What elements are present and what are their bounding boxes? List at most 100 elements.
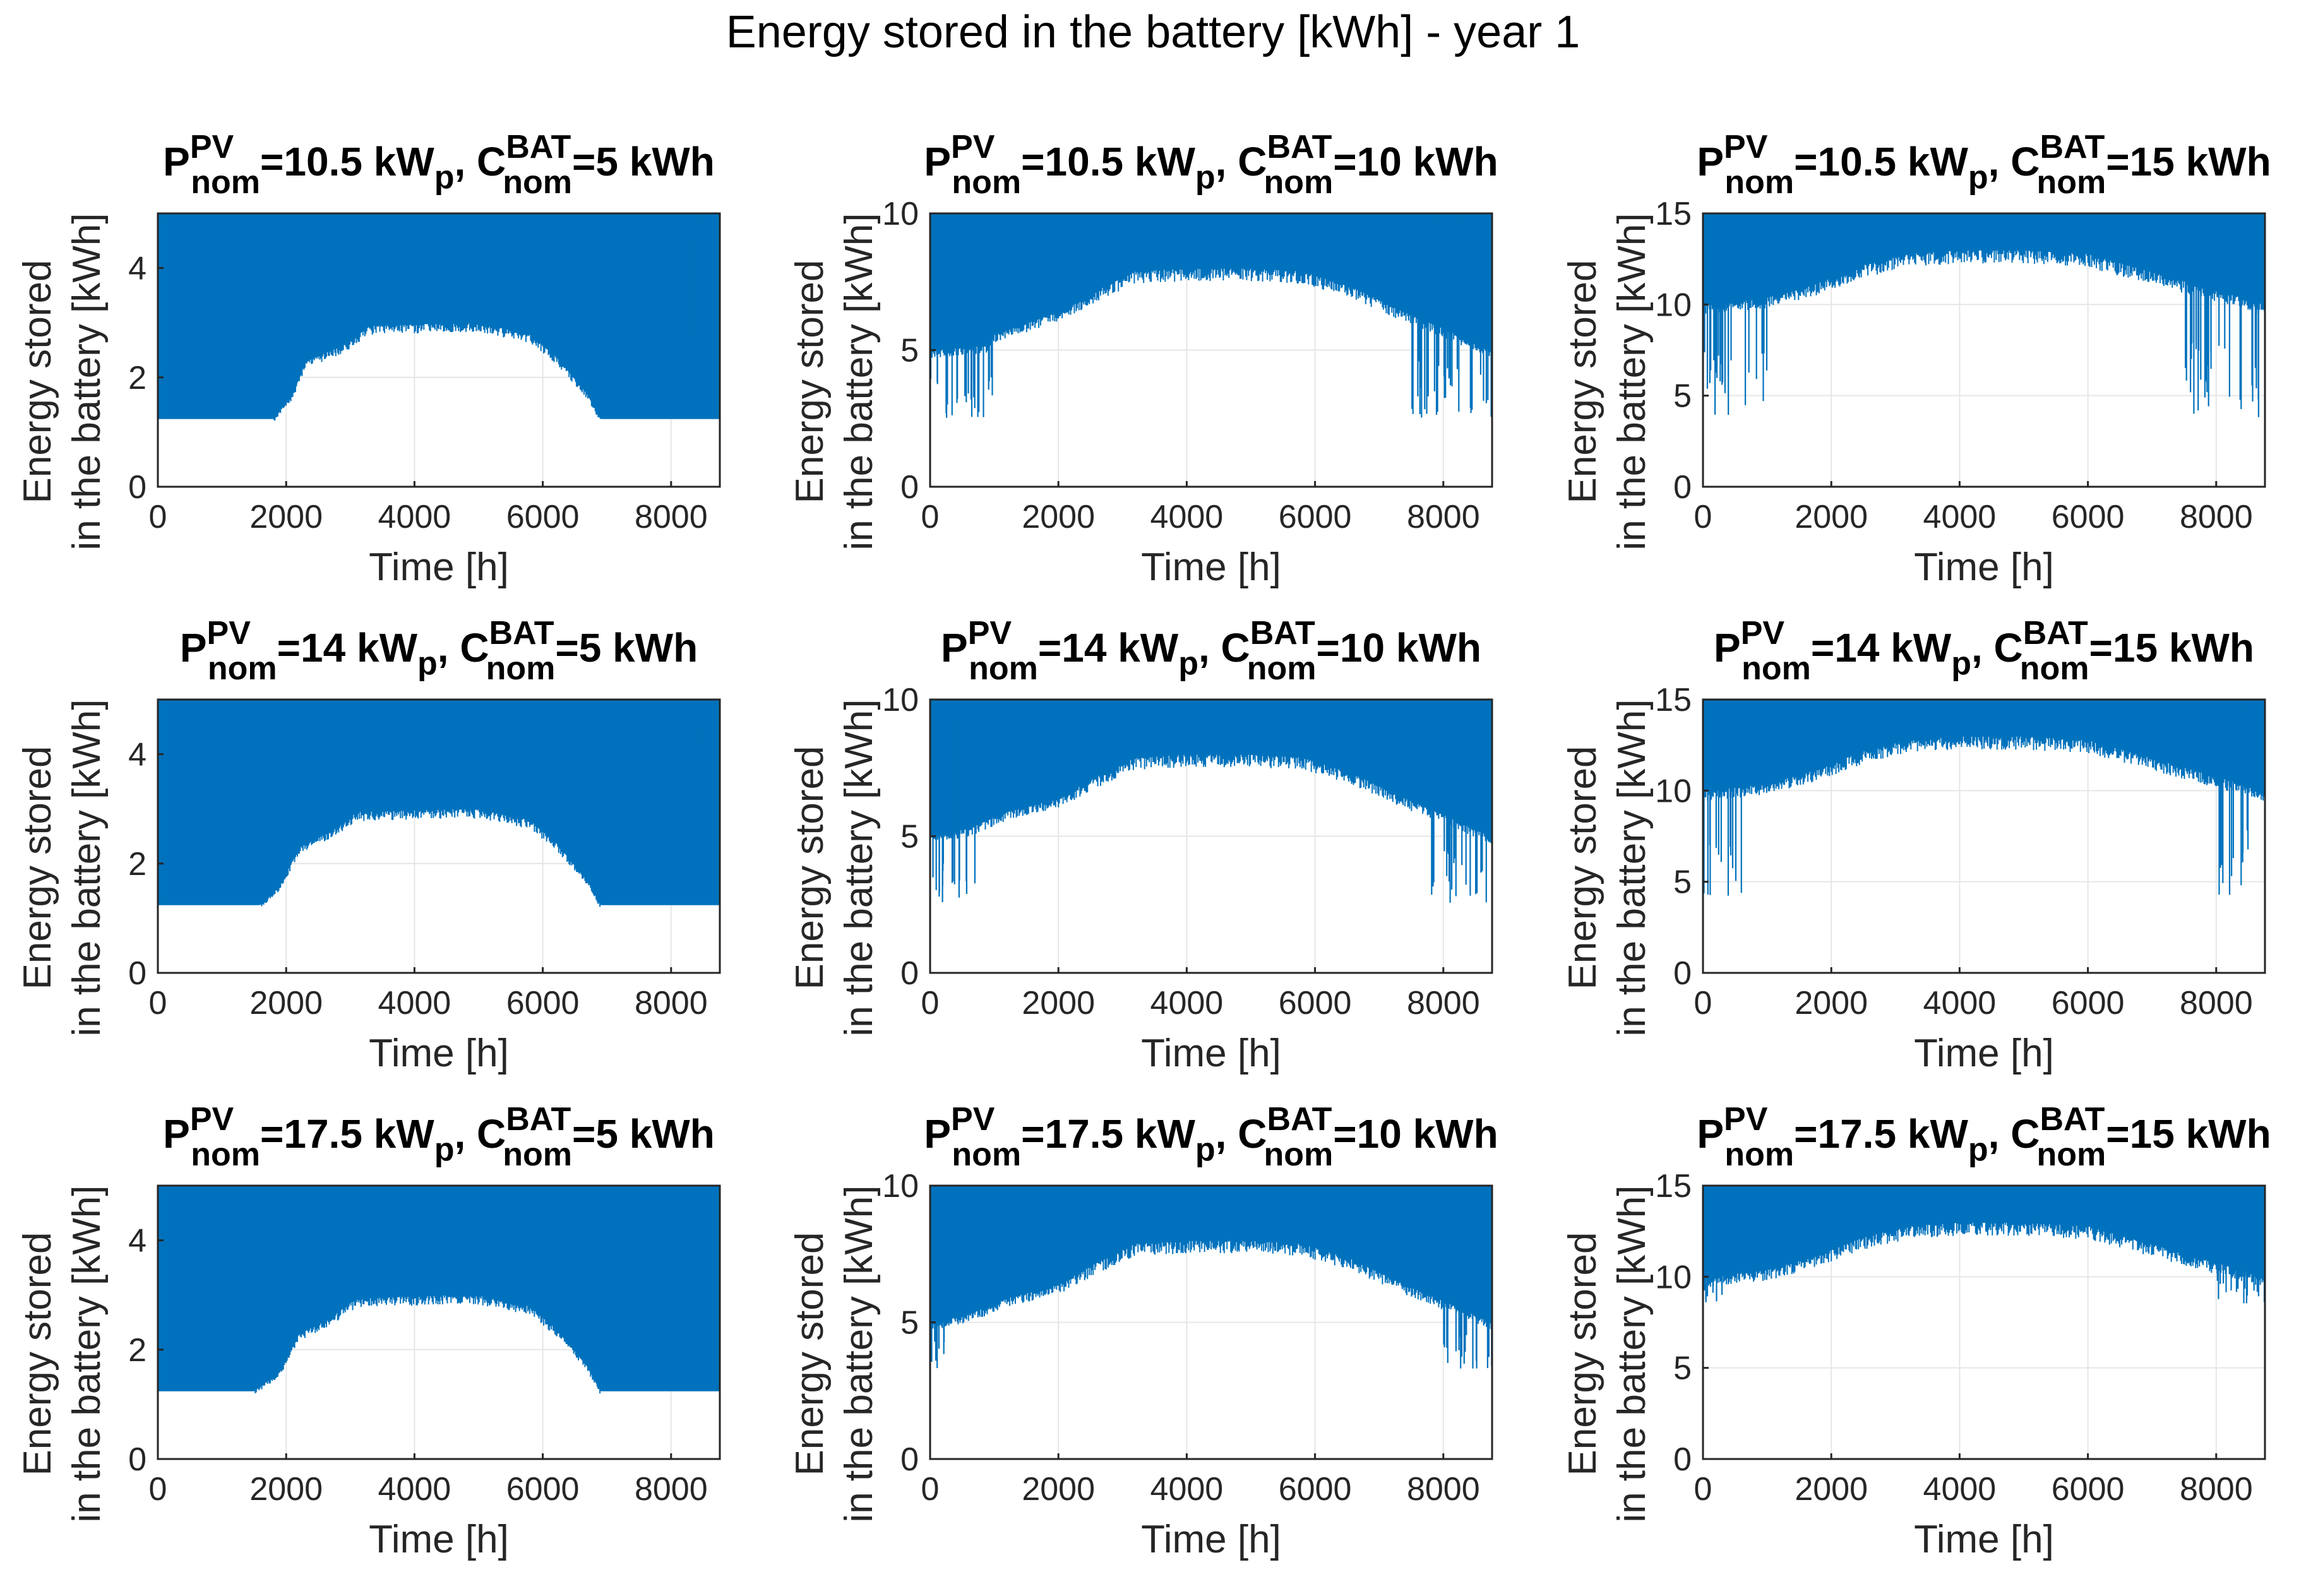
y-tick-label: 5 — [900, 819, 919, 855]
axes-frame — [157, 698, 721, 974]
x-tick-label: 0 — [921, 985, 940, 1021]
x-tick-label: 8000 — [2180, 499, 2253, 535]
y-axis-label-line2: in the battery [kWh] — [65, 213, 109, 550]
y-tick-label: 15 — [1655, 682, 1692, 718]
title-pv-subscript: nom — [1724, 1136, 1794, 1173]
title-pv-subscript: nom — [191, 1136, 260, 1173]
subplot-9: 0 2000 4000 6000 8000 0 5 10 15 Time [h] Energy st… — [1561, 1101, 2271, 1561]
y-tick-label: 0 — [900, 1441, 919, 1478]
y-tick-label: 5 — [900, 1305, 919, 1342]
x-tick-label: 4000 — [378, 499, 451, 535]
x-tick-label: 4000 — [1923, 985, 1997, 1021]
subplot-5: 0 2000 4000 6000 8000 0 5 10 Time [h] Energy stor… — [788, 615, 1493, 1075]
x-tick-label: 8000 — [1407, 985, 1480, 1021]
title-pv-value: =17.5 kW — [1794, 1111, 1968, 1157]
y-tick-label: 15 — [1655, 1168, 1692, 1205]
subplot-2: 0 2000 4000 6000 8000 0 5 10 Time [h] Energy stor… — [788, 129, 1498, 589]
y-axis-label-line1: Energy stored — [16, 746, 59, 990]
x-tick-label: 4000 — [378, 985, 451, 1021]
title-pv-value: =10.5 kW — [260, 139, 434, 184]
y-axis-label-line2: in the battery [kWh] — [837, 213, 881, 550]
series-dips — [1702, 213, 2259, 417]
title-bat-symbol: C — [1994, 625, 2023, 670]
y-axis-label: Energy stored in the battery [kWh] — [16, 213, 109, 550]
y-axis-label-line2: in the battery [kWh] — [1610, 1185, 1654, 1522]
subplot-1: 0 2000 4000 6000 8000 0 2 4 Time [h] Energy store… — [16, 129, 721, 589]
y-axis-label: Energy stored in the battery [kWh] — [788, 213, 881, 550]
y-axis-label-line1: Energy stored — [1561, 746, 1604, 990]
title-pv-subscript: nom — [1724, 164, 1794, 201]
title-bat-superscript: BAT — [1267, 1101, 1332, 1138]
title-bat-superscript: BAT — [1250, 615, 1315, 652]
title-pv-symbol: P — [1714, 625, 1741, 670]
x-tick-label: 0 — [921, 499, 940, 535]
y-tick-label: 0 — [128, 469, 146, 506]
x-tick-label: 4000 — [1923, 499, 1997, 535]
title-bat-value: =5 kWh — [572, 139, 715, 184]
x-tick-label: 4000 — [1923, 1471, 1997, 1508]
title-bat-value: =15 kWh — [2106, 1111, 2271, 1157]
x-tick-label: 0 — [1694, 985, 1712, 1021]
x-axis-label: Time [h] — [369, 545, 509, 589]
title-pv-subscript: nom — [191, 164, 260, 201]
x-tick-label: 8000 — [635, 985, 708, 1021]
title-bat-value: =15 kWh — [2106, 139, 2271, 184]
title-bat-subscript: nom — [503, 164, 572, 201]
y-tick-label: 0 — [1673, 1441, 1692, 1478]
subplot-title: PPV nom=14 kWp, CBAT nom=15 kWh — [1714, 615, 2254, 687]
y-tick-label: 5 — [900, 333, 919, 369]
x-axis-label: Time [h] — [1914, 545, 2054, 589]
title-pv-superscript: PV — [968, 615, 1012, 652]
title-bat-superscript: BAT — [489, 615, 554, 652]
series-noise — [273, 323, 601, 421]
y-tick-label: 15 — [1655, 196, 1692, 232]
title-bat-subscript: nom — [2036, 1136, 2106, 1173]
title-separator: , — [1216, 1111, 1238, 1157]
title-pv-symbol: P — [180, 625, 207, 670]
y-tick-label: 5 — [1673, 1350, 1692, 1387]
title-bat-subscript: nom — [1247, 650, 1317, 687]
x-tick-label: 0 — [1694, 1471, 1712, 1508]
x-tick-label: 6000 — [2052, 1471, 2125, 1508]
title-pv-superscript: PV — [951, 129, 995, 165]
title-pv-superscript: PV — [951, 1101, 995, 1138]
x-tick-label: 0 — [921, 1471, 940, 1508]
y-axis-label-line1: Energy stored — [1561, 1232, 1604, 1476]
series-noise — [254, 1295, 601, 1394]
title-pv-unit-subscript: p — [1195, 1131, 1216, 1168]
y-tick-label: 0 — [128, 1441, 146, 1478]
y-axis-label-line1: Energy stored — [788, 260, 832, 504]
subplot-title: PPV nom=10.5 kWp, CBAT nom=15 kWh — [1697, 129, 2271, 201]
title-bat-value: =5 kWh — [572, 1111, 715, 1157]
title-pv-subscript: nom — [969, 650, 1038, 687]
title-pv-superscript: PV — [190, 129, 234, 165]
y-tick-label: 10 — [1655, 287, 1692, 323]
title-pv-unit-subscript: p — [1951, 645, 1971, 682]
y-tick-label: 10 — [882, 682, 919, 718]
title-pv-symbol: P — [1697, 139, 1724, 184]
title-pv-superscript: PV — [1724, 129, 1768, 165]
y-axis-label-line2: in the battery [kWh] — [65, 699, 109, 1036]
subplot-7: 0 2000 4000 6000 8000 0 2 4 Time [h] Energy store… — [16, 1101, 721, 1561]
y-tick-label: 2 — [128, 846, 146, 883]
title-pv-value: =17.5 kW — [1021, 1111, 1195, 1157]
subplot-title: PPV nom=14 kWp, CBAT nom=10 kWh — [941, 615, 1481, 687]
figure-title: Energy stored in the battery [kWh] - yea… — [726, 7, 1580, 57]
title-separator: , — [1988, 1111, 2011, 1157]
title-bat-value: =10 kWh — [1333, 139, 1498, 184]
y-tick-label: 2 — [128, 360, 146, 396]
y-tick-label: 4 — [128, 1223, 146, 1260]
title-pv-superscript: PV — [1724, 1101, 1768, 1138]
x-tick-label: 8000 — [2180, 985, 2253, 1021]
y-axis-label-line1: Energy stored — [788, 746, 832, 990]
title-separator: , — [454, 1111, 477, 1157]
subplot-title: PPV nom=10.5 kWp, CBAT nom=5 kWh — [163, 129, 715, 201]
title-pv-value: =14 kW — [1038, 625, 1179, 670]
x-axis-label: Time [h] — [1141, 1518, 1281, 1561]
title-pv-symbol: P — [941, 625, 968, 670]
title-pv-unit-subscript: p — [417, 645, 438, 682]
subplot-8: 0 2000 4000 6000 8000 0 5 10 Time [h] Energy stor… — [788, 1101, 1498, 1561]
title-separator: , — [454, 139, 477, 184]
y-tick-label: 10 — [882, 1168, 919, 1205]
y-axis-label: Energy stored in the battery [kWh] — [788, 1185, 881, 1522]
